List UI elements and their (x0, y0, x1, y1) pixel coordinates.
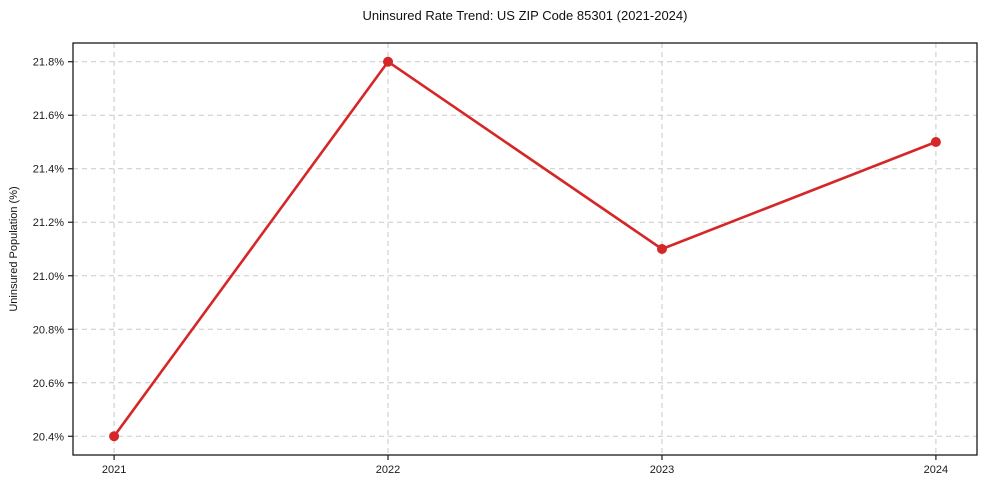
y-tick-label: 21.6% (33, 110, 64, 122)
data-point (656, 244, 667, 254)
y-tick-label: 21.8% (33, 57, 64, 69)
data-point (930, 136, 941, 147)
x-tick-label: 2021 (102, 464, 126, 476)
y-tick-label: 20.8% (33, 324, 64, 336)
data-point (109, 431, 120, 442)
y-tick-label: 21.2% (33, 217, 64, 229)
y-tick-label: 21.0% (33, 271, 64, 283)
plot-border (72, 42, 978, 456)
x-tick-label: 2023 (650, 464, 674, 476)
chart-title: Uninsured Rate Trend: US ZIP Code 85301 … (362, 8, 688, 23)
x-tick-label: 2022 (376, 464, 400, 476)
x-tick-label: 2024 (924, 464, 948, 476)
trend-line (112, 60, 938, 438)
y-tick-label: 20.4% (33, 431, 64, 443)
y-tick-label: 20.6% (33, 378, 64, 390)
y-axis-label: Uninsured Population (%) (8, 186, 20, 312)
y-tick-label: 21.4% (33, 164, 64, 176)
data-point (383, 56, 394, 67)
